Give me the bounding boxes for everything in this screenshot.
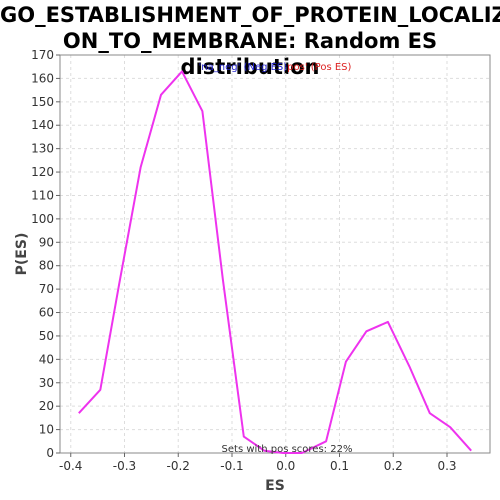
chart-title-line2: ON_TO_MEMBRANE: Random ES distribution <box>62 29 438 79</box>
x-tick-label: 0.2 <box>384 459 403 473</box>
x-tick-label: -0.2 <box>167 459 190 473</box>
x-tick-label: -0.3 <box>113 459 136 473</box>
x-tick-label: 0.3 <box>437 459 456 473</box>
y-axis-label: P(ES) <box>14 233 30 276</box>
y-tick-label: 170 <box>31 48 54 62</box>
legend-pos: pos' (Pos ES) <box>287 62 351 73</box>
x-tick-label: 0.0 <box>276 459 295 473</box>
y-tick-label: 0 <box>46 446 54 460</box>
y-tick-label: 120 <box>31 165 54 179</box>
x-tick-label: -0.1 <box>220 459 243 473</box>
y-tick-label: 100 <box>31 212 54 226</box>
chart-title: GO_ESTABLISHMENT_OF_PROTEIN_LOCALIZATI O… <box>0 2 500 80</box>
y-tick-label: 80 <box>39 259 54 273</box>
y-tick-label: 10 <box>39 423 54 437</box>
y-tick-label: 140 <box>31 118 54 132</box>
series-group <box>78 70 472 454</box>
chart-title-line1: GO_ESTABLISHMENT_OF_PROTEIN_LOCALIZATI <box>0 3 500 27</box>
es-distribution-line <box>78 70 472 454</box>
y-tick-label: 20 <box>39 399 54 413</box>
y-tick-label: 40 <box>39 352 54 366</box>
y-tick-label: 150 <box>31 95 54 109</box>
legend: 'na_neg' (Neg ES)pos' (Pos ES) <box>199 62 352 73</box>
y-tick-label: 160 <box>31 71 54 85</box>
y-tick-label: 110 <box>31 188 54 202</box>
x-tick-label: -0.4 <box>59 459 82 473</box>
grid <box>60 54 490 454</box>
y-tick-label: 30 <box>39 376 54 390</box>
y-tick-label: 60 <box>39 306 54 320</box>
y-tick-label: 90 <box>39 235 54 249</box>
y-axis: 0 10 20 30 40 50 60 70 80 90 100 110 120 130 140 150 160… <box>31 48 60 460</box>
legend-neg: 'na_neg' (Neg ES) <box>199 62 288 73</box>
x-tick-label: 0.1 <box>330 459 349 473</box>
y-tick-label: 70 <box>39 282 54 296</box>
y-tick-label: 130 <box>31 142 54 156</box>
x-axis-label: ES <box>265 478 285 494</box>
x-axis: -0.4 -0.3 -0.2 -0.1 0.0 0.1 0.2 0.3 <box>59 453 457 473</box>
y-tick-label: 50 <box>39 329 54 343</box>
annotation-pos-scores: Sets with pos scores: 22% <box>222 444 353 455</box>
